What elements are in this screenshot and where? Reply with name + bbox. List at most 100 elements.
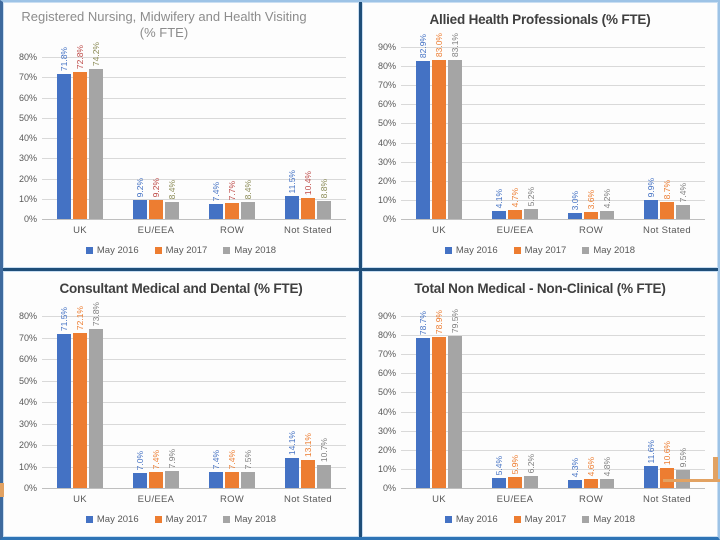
bar: [301, 198, 315, 219]
orange-accent-bottom-right-vertical: [713, 457, 718, 482]
y-axis-tick-label: 30%: [377, 426, 396, 436]
gridline: [42, 158, 346, 159]
bar: [644, 466, 658, 488]
bar-value-label: 11.6%: [646, 439, 656, 463]
legend-item: May 2018: [582, 245, 635, 256]
bar: [149, 200, 163, 219]
x-axis-baseline: [42, 219, 346, 220]
legend-label: May 2016: [455, 514, 498, 525]
bar: [416, 338, 430, 488]
bar: [73, 333, 87, 488]
y-axis-tick-label: 30%: [18, 153, 37, 163]
bar-value-label: 14.1%: [287, 430, 297, 455]
y-axis-tick-label: 0%: [382, 483, 396, 493]
bar-value-label: 4.3%: [570, 457, 580, 477]
gridline: [401, 316, 705, 317]
x-axis-category-label: UK: [73, 225, 87, 236]
gridline: [401, 66, 705, 67]
bar: [57, 74, 71, 219]
bar: [584, 479, 598, 488]
bar-value-label: 79.5%: [450, 308, 460, 333]
y-axis-tick-label: 40%: [377, 138, 396, 148]
x-axis-category-label: ROW: [219, 494, 245, 505]
gridline: [42, 467, 346, 468]
y-axis-tick-label: 20%: [377, 445, 396, 455]
x-axis-category-label: EU/EEA: [496, 225, 534, 236]
bar: [165, 202, 179, 219]
gridline: [42, 199, 346, 200]
gridline: [42, 445, 346, 446]
y-axis-tick-label: 0%: [382, 214, 396, 224]
y-axis-tick-label: 50%: [18, 376, 37, 386]
bar: [660, 202, 674, 219]
legend-marker-icon: [154, 516, 162, 523]
bar: [165, 471, 179, 488]
gridline: [42, 179, 346, 180]
bar: [568, 213, 582, 219]
legend-marker-icon: [85, 516, 93, 523]
bar: [508, 477, 522, 488]
bar-value-label: 4.6%: [586, 456, 596, 476]
bar: [317, 465, 331, 488]
bar: [317, 201, 331, 219]
gridline: [401, 123, 705, 124]
bar: [416, 61, 430, 219]
bar: [209, 204, 223, 219]
x-axis-category-label: UK: [73, 494, 87, 505]
bar: [133, 200, 147, 219]
x-axis-category-label: EU/EEA: [137, 494, 175, 505]
bar-value-label: 7.4%: [211, 449, 221, 469]
gridline: [401, 47, 705, 48]
legend-item: May 2017: [154, 514, 207, 525]
gridline: [401, 181, 705, 182]
legend-marker-icon: [582, 516, 590, 523]
gridline: [401, 335, 705, 336]
legend: May 2016 May 2017 May 2018: [4, 514, 358, 525]
x-axis-category-label: EU/EEA: [496, 494, 534, 505]
y-axis-tick-label: 0%: [23, 483, 37, 493]
y-axis-tick-label: 40%: [18, 133, 37, 143]
legend-label: May 2016: [96, 245, 139, 256]
bar: [524, 476, 538, 488]
legend-item: May 2016: [85, 514, 139, 525]
bar-value-label: 7.7%: [227, 180, 237, 200]
y-axis-tick-label: 20%: [377, 176, 396, 186]
legend: May 2016 May 2017 May 2018: [363, 514, 717, 525]
bar: [73, 72, 87, 219]
bar: [492, 211, 506, 219]
bar: [432, 337, 446, 488]
legend-item: May 2017: [154, 245, 207, 256]
bar: [133, 473, 147, 488]
gridline: [42, 338, 346, 339]
bar-value-label: 6.2%: [526, 453, 536, 473]
legend: May 2016 May 2017 May 2018: [4, 245, 358, 256]
legend-marker-icon: [154, 247, 162, 254]
y-axis-tick-label: 80%: [377, 61, 396, 71]
gridline: [401, 143, 705, 144]
x-axis-category-label: UK: [432, 494, 446, 505]
y-axis-tick-label: 90%: [377, 311, 396, 321]
y-axis-tick-label: 30%: [18, 419, 37, 429]
chart-title: Allied Health Professionals (% FTE): [429, 12, 651, 27]
bar: [241, 202, 255, 219]
bar: [209, 472, 223, 488]
y-axis-tick-label: 60%: [377, 99, 396, 109]
bar-value-label: 71.5%: [59, 306, 69, 331]
bar-value-label: 71.8%: [59, 46, 69, 71]
x-axis-baseline: [401, 488, 705, 489]
gridline: [42, 381, 346, 382]
bar-value-label: 4.1%: [494, 188, 504, 208]
bar: [660, 468, 674, 488]
chart-title: Registered Nursing, Midwifery and Health…: [21, 9, 307, 41]
bar: [225, 203, 239, 219]
y-axis-tick-label: 80%: [377, 330, 396, 340]
bar: [432, 60, 446, 219]
y-axis-tick-label: 80%: [18, 311, 37, 321]
bar-value-label: 9.2%: [151, 177, 161, 197]
gridline: [401, 162, 705, 163]
legend-label: May 2018: [593, 245, 636, 256]
y-axis-tick-label: 10%: [377, 464, 396, 474]
chart-title: Total Non Medical - Non-Clinical (% FTE): [414, 281, 666, 296]
legend-item: May 2018: [223, 245, 276, 256]
bar-value-label: 7.5%: [243, 449, 253, 469]
